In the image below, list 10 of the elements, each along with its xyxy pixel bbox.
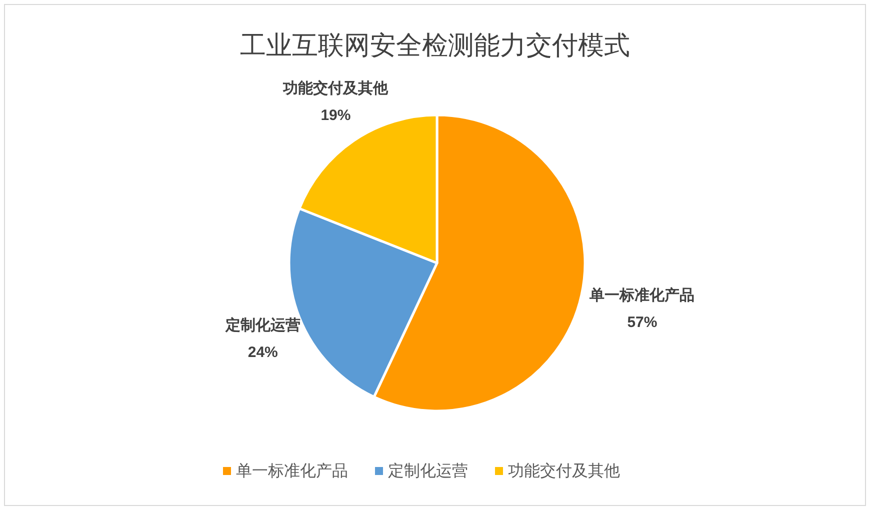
slice-label: 单一标准化产品 — [588, 287, 695, 304]
data-label: 19% — [320, 107, 351, 124]
data-label: 24% — [248, 344, 278, 361]
legend-label: 功能交付及其他 — [508, 462, 620, 480]
slice-label: 功能交付及其他 — [282, 79, 390, 98]
slice-label: 定制化运营 — [224, 316, 300, 334]
data-label: 57% — [627, 314, 658, 332]
chart-title: 工业互联网安全检测能力交付模式 — [240, 30, 630, 60]
legend-label: 单一标准化产品 — [236, 462, 348, 480]
legend-label: 定制化运营 — [388, 462, 468, 480]
